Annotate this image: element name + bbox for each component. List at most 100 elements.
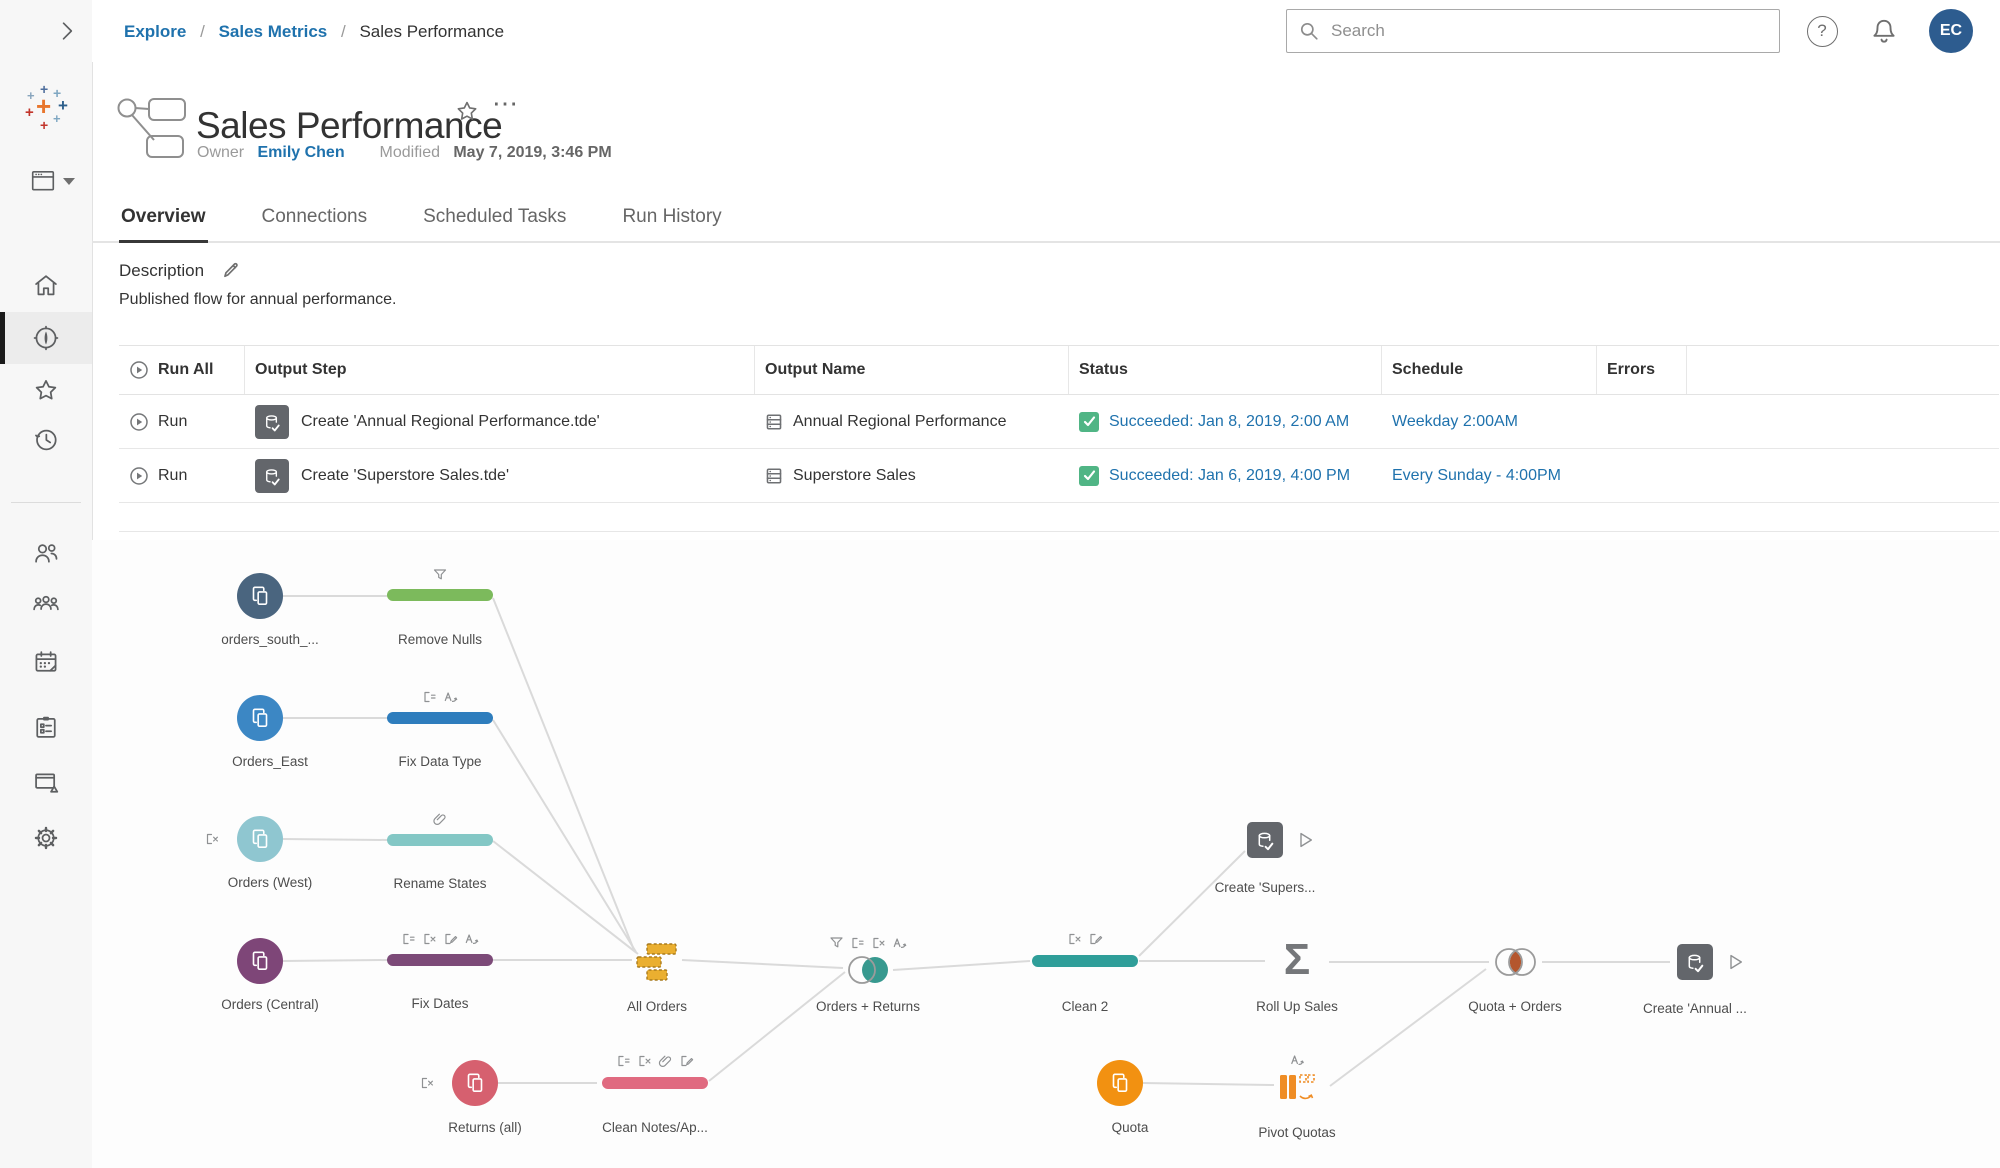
- flow-node-clean-remove-nulls[interactable]: [387, 589, 493, 601]
- search-icon: [1299, 21, 1319, 41]
- home-icon: [32, 271, 60, 299]
- step-change-icons: [1290, 1053, 1304, 1067]
- flow-node-join-orders-returns[interactable]: [845, 953, 893, 987]
- flow-node-label: Returns (all): [448, 1120, 522, 1135]
- owner-link[interactable]: Emily Chen: [257, 144, 345, 161]
- favorite-star-button[interactable]: [454, 98, 480, 129]
- flow-node-clean-fix-dates[interactable]: [387, 954, 493, 966]
- sidebar-item-site-status[interactable]: [0, 756, 92, 808]
- tab-overview[interactable]: Overview: [119, 200, 208, 243]
- flow-node-label: Quota + Orders: [1468, 999, 1562, 1014]
- flow-node-label: Fix Data Type: [398, 754, 482, 769]
- run-output-play-icon[interactable]: [1297, 831, 1315, 849]
- tableau-logo-icon[interactable]: + + + + + + + +: [25, 81, 68, 133]
- breadcrumb-sales-metrics[interactable]: Sales Metrics: [218, 22, 328, 41]
- user-avatar[interactable]: EC: [1929, 9, 1973, 53]
- notifications-button[interactable]: [1868, 15, 1900, 47]
- step-change-icons: [1068, 932, 1103, 946]
- status-text[interactable]: Succeeded: Jan 8, 2019, 2:00 AM: [1109, 412, 1350, 430]
- paperclip-icon: [659, 1054, 673, 1068]
- col-schedule: Schedule: [1382, 346, 1597, 394]
- table-row: Run Create 'Annual Regional Performance.…: [119, 395, 1999, 449]
- play-circle-icon: [129, 360, 149, 380]
- search-input[interactable]: [1329, 20, 1779, 42]
- flow-node-pivot-quotas[interactable]: [1277, 1072, 1317, 1108]
- removed-fields-icon: [638, 1054, 652, 1068]
- flow-node-label: Fix Dates: [411, 996, 469, 1011]
- edit-description-button[interactable]: [222, 261, 240, 284]
- flow-node-label: orders_south_...: [221, 632, 319, 647]
- schedule-link[interactable]: Every Sunday - 4:00PM: [1392, 466, 1561, 484]
- col-errors: Errors: [1597, 346, 1687, 394]
- flow-node-union-all-orders[interactable]: [634, 942, 680, 982]
- flow-node-label: Orders_East: [232, 754, 308, 769]
- flow-node-label: Pivot Quotas: [1258, 1125, 1336, 1140]
- removed-fields-icon: [423, 932, 437, 946]
- status-text[interactable]: Succeeded: Jan 6, 2019, 4:00 PM: [1109, 466, 1351, 484]
- output-step-icon: [255, 458, 289, 493]
- run-button[interactable]: Run: [129, 412, 187, 432]
- page-title: Sales Performance: [196, 104, 503, 146]
- table-row: Run Create 'Superstore Sales.tde' Supers…: [119, 449, 1999, 503]
- step-change-icons: [433, 568, 447, 582]
- sidebar-expand-chevron-icon[interactable]: [58, 21, 78, 46]
- breadcrumb-explore[interactable]: Explore: [124, 22, 187, 41]
- tab-connections[interactable]: Connections: [261, 206, 368, 227]
- run-output-play-icon[interactable]: [1727, 953, 1745, 971]
- sidebar-item-favorites[interactable]: [0, 364, 92, 416]
- flow-node-clean-rename-states[interactable]: [387, 834, 493, 846]
- flow-node-input-returns-all[interactable]: [452, 1060, 498, 1106]
- flow-node-clean-2[interactable]: [1032, 955, 1138, 967]
- modified-value: May 7, 2019, 3:46 PM: [453, 144, 612, 161]
- play-circle-icon: [129, 466, 149, 486]
- bell-icon: [1869, 16, 1899, 46]
- flow-node-output-create-superstore[interactable]: [1247, 822, 1283, 858]
- content-type-selector[interactable]: [30, 168, 75, 194]
- tab-scheduled-tasks[interactable]: Scheduled Tasks: [423, 206, 567, 227]
- schedule-link[interactable]: Weekday 2:00AM: [1392, 412, 1518, 430]
- flow-node-join-quota-orders[interactable]: [1492, 945, 1540, 979]
- sidebar-item-explore[interactable]: [0, 312, 92, 364]
- flow-node-input-quota[interactable]: [1097, 1060, 1143, 1106]
- flow-edges: [282, 595, 1670, 1087]
- sidebar-item-tasks[interactable]: [0, 701, 92, 753]
- groups-icon: [32, 591, 60, 619]
- output-name: Superstore Sales: [793, 466, 916, 484]
- field-icon: [851, 936, 865, 950]
- sidebar-item-home[interactable]: [0, 259, 92, 311]
- sidebar-item-recents[interactable]: [0, 414, 92, 466]
- flow-node-input-orders-south[interactable]: [237, 573, 283, 619]
- run-all-button[interactable]: Run All: [129, 360, 213, 380]
- run-button[interactable]: Run: [129, 466, 187, 486]
- field-icon: [423, 690, 437, 704]
- sidebar-item-settings[interactable]: [0, 812, 92, 864]
- flow-node-clean-fix-data-type[interactable]: [387, 712, 493, 724]
- removed-fields-icon: [1068, 932, 1082, 946]
- sidebar-item-schedules[interactable]: [0, 636, 92, 688]
- flow-node-input-orders-west[interactable]: [237, 816, 283, 862]
- sidebar-item-groups[interactable]: [0, 579, 92, 631]
- flow-node-clean-notes[interactable]: [602, 1077, 708, 1089]
- flow-node-input-orders-central[interactable]: [237, 938, 283, 984]
- users-icon: [32, 539, 60, 567]
- search-box[interactable]: [1286, 9, 1780, 53]
- flow-node-label: Clean Notes/Ap...: [602, 1120, 708, 1135]
- flow-node-label: Clean 2: [1061, 999, 1109, 1014]
- flow-node-input-orders-east[interactable]: [237, 695, 283, 741]
- tab-run-history[interactable]: Run History: [622, 206, 722, 227]
- help-button[interactable]: ?: [1806, 15, 1838, 47]
- edit-icon: [444, 932, 458, 946]
- field-icon: [402, 932, 416, 946]
- more-actions-button[interactable]: ⋯: [492, 88, 520, 118]
- caret-down-icon: [63, 177, 75, 185]
- table-footer-strip: [119, 503, 1999, 532]
- table-header-row: Run All Output Step Output Name Status S…: [119, 345, 1999, 395]
- flow-node-label: Remove Nulls: [397, 632, 483, 647]
- site-status-icon: [32, 768, 60, 796]
- sidebar-item-users[interactable]: [0, 527, 92, 579]
- flow-node-aggregate-roll-up-sales[interactable]: Σ: [1283, 935, 1311, 984]
- gear-icon: [32, 824, 60, 852]
- flow-node-output-create-annual[interactable]: [1677, 944, 1713, 980]
- data-type-icon: [444, 690, 458, 704]
